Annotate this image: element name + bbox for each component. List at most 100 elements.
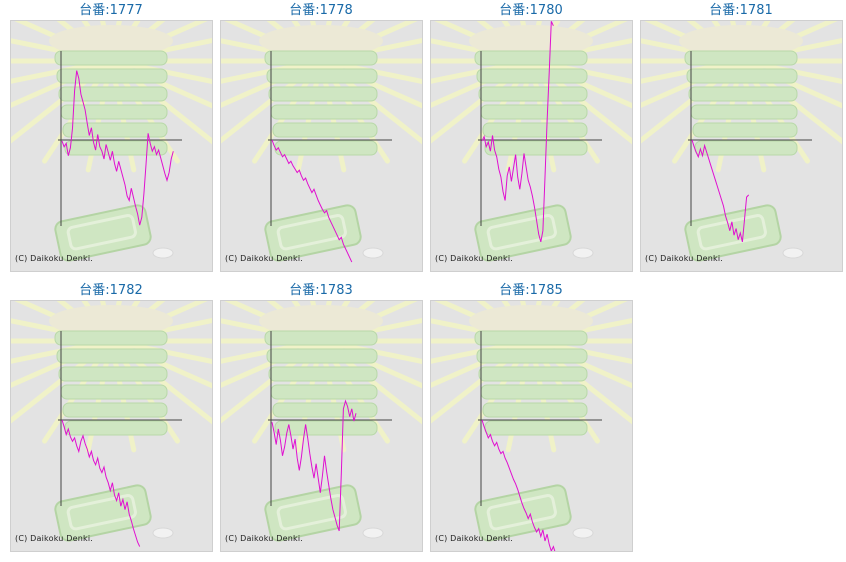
series-line bbox=[481, 419, 556, 551]
machine-number-link[interactable]: 台番:1785 bbox=[499, 283, 563, 298]
stacked-box bbox=[274, 140, 378, 156]
stacked-box bbox=[684, 50, 798, 66]
token-icon bbox=[572, 247, 594, 259]
coin-pile bbox=[469, 305, 593, 337]
tray-inner bbox=[66, 214, 137, 251]
stacked-box bbox=[476, 348, 588, 364]
machine-number-link[interactable]: 台番:1780 bbox=[499, 3, 563, 18]
stacked-box bbox=[476, 68, 588, 84]
background-art bbox=[221, 301, 422, 542]
sunburst-ray bbox=[738, 58, 842, 84]
sunburst-ray bbox=[221, 338, 324, 364]
stacked-box bbox=[270, 104, 378, 120]
sunburst-ray bbox=[431, 58, 534, 84]
stacked-box bbox=[478, 86, 588, 102]
stacked-box bbox=[62, 402, 168, 418]
coin-pile bbox=[49, 25, 173, 57]
sunburst-ray bbox=[108, 338, 212, 364]
sunburst-ray bbox=[318, 58, 422, 84]
chart-panel: (C) Daikoku Denki. bbox=[220, 300, 423, 552]
background-art bbox=[11, 21, 212, 262]
stacked-box bbox=[56, 348, 168, 364]
token-icon bbox=[152, 527, 174, 539]
stacked-box bbox=[272, 402, 378, 418]
stacked-box bbox=[484, 420, 588, 436]
chart-cell: 台番:1780 (C) Daikoku Denki. bbox=[426, 0, 636, 272]
token-icon bbox=[362, 247, 384, 259]
copyright-text: (C) Daikoku Denki. bbox=[15, 254, 94, 263]
chart-svg bbox=[641, 21, 842, 262]
series-line bbox=[271, 399, 357, 532]
stacked-box bbox=[264, 50, 378, 66]
chart-svg bbox=[431, 301, 632, 551]
chart-cell: 台番:1777 (C) Daikoku Denki. bbox=[6, 0, 216, 272]
copyright-text: (C) Daikoku Denki. bbox=[435, 534, 514, 543]
stacked-box bbox=[690, 104, 798, 120]
tray-inner bbox=[276, 214, 347, 251]
sunburst-ray bbox=[528, 338, 632, 364]
chart-svg bbox=[11, 21, 212, 262]
sunburst-ray bbox=[641, 58, 744, 84]
chart-svg bbox=[11, 301, 212, 547]
stacked-box bbox=[270, 384, 378, 400]
sunburst-ray bbox=[11, 338, 114, 364]
stacked-box bbox=[482, 122, 588, 138]
machine-number-link[interactable]: 台番:1777 bbox=[79, 3, 143, 18]
background-art bbox=[11, 301, 212, 542]
machine-number-link[interactable]: 台番:1782 bbox=[79, 283, 143, 298]
sunburst-ray bbox=[528, 58, 632, 84]
background-art bbox=[431, 301, 632, 542]
series-line bbox=[61, 70, 174, 226]
token-icon bbox=[152, 247, 174, 259]
stacked-box bbox=[692, 122, 798, 138]
stacked-box bbox=[64, 140, 168, 156]
stacked-box bbox=[474, 50, 588, 66]
sunburst-ray bbox=[318, 338, 422, 364]
token-icon bbox=[782, 247, 804, 259]
series-line bbox=[61, 419, 141, 547]
coin-pile bbox=[259, 25, 383, 57]
coin-pile bbox=[469, 25, 593, 57]
stacked-box bbox=[480, 384, 588, 400]
background-art bbox=[221, 21, 422, 262]
copyright-text: (C) Daikoku Denki. bbox=[15, 534, 94, 543]
stacked-box bbox=[64, 420, 168, 436]
machine-number-link[interactable]: 台番:1783 bbox=[289, 283, 353, 298]
token-icon bbox=[572, 527, 594, 539]
stacked-box bbox=[266, 348, 378, 364]
machine-number-link[interactable]: 台番:1781 bbox=[709, 3, 773, 18]
stacked-box bbox=[54, 330, 168, 346]
chart-panel: (C) Daikoku Denki. bbox=[220, 20, 423, 272]
background-art bbox=[431, 21, 632, 262]
tray-inner bbox=[486, 214, 557, 251]
sunburst-ray bbox=[11, 58, 114, 84]
stacked-box bbox=[478, 366, 588, 382]
background-art bbox=[641, 21, 842, 262]
chart-svg bbox=[431, 21, 632, 262]
tray-inner bbox=[696, 214, 767, 251]
stacked-box bbox=[694, 140, 798, 156]
stacked-box bbox=[474, 330, 588, 346]
sunburst-ray bbox=[108, 58, 212, 84]
series-line bbox=[691, 139, 750, 243]
stacked-box bbox=[688, 86, 798, 102]
chart-cell: 台番:1783 (C) Daikoku Denki. bbox=[216, 280, 426, 552]
stacked-box bbox=[264, 330, 378, 346]
stacked-box bbox=[60, 384, 168, 400]
coin-pile bbox=[49, 305, 173, 337]
stacked-box bbox=[268, 86, 378, 102]
stacked-box bbox=[268, 366, 378, 382]
stacked-box bbox=[686, 68, 798, 84]
stacked-box bbox=[274, 420, 378, 436]
stacked-box bbox=[480, 104, 588, 120]
chart-panel: (C) Daikoku Denki. bbox=[640, 20, 843, 272]
token-icon bbox=[362, 527, 384, 539]
sunburst-ray bbox=[221, 58, 324, 84]
chart-svg bbox=[221, 301, 422, 542]
chart-panel: (C) Daikoku Denki. bbox=[430, 300, 633, 552]
stacked-box bbox=[266, 68, 378, 84]
machine-number-link[interactable]: 台番:1778 bbox=[289, 3, 353, 18]
stacked-box bbox=[58, 86, 168, 102]
chart-cell: 台番:1782 (C) Daikoku Denki. bbox=[6, 280, 216, 552]
sunburst-ray bbox=[431, 338, 534, 364]
